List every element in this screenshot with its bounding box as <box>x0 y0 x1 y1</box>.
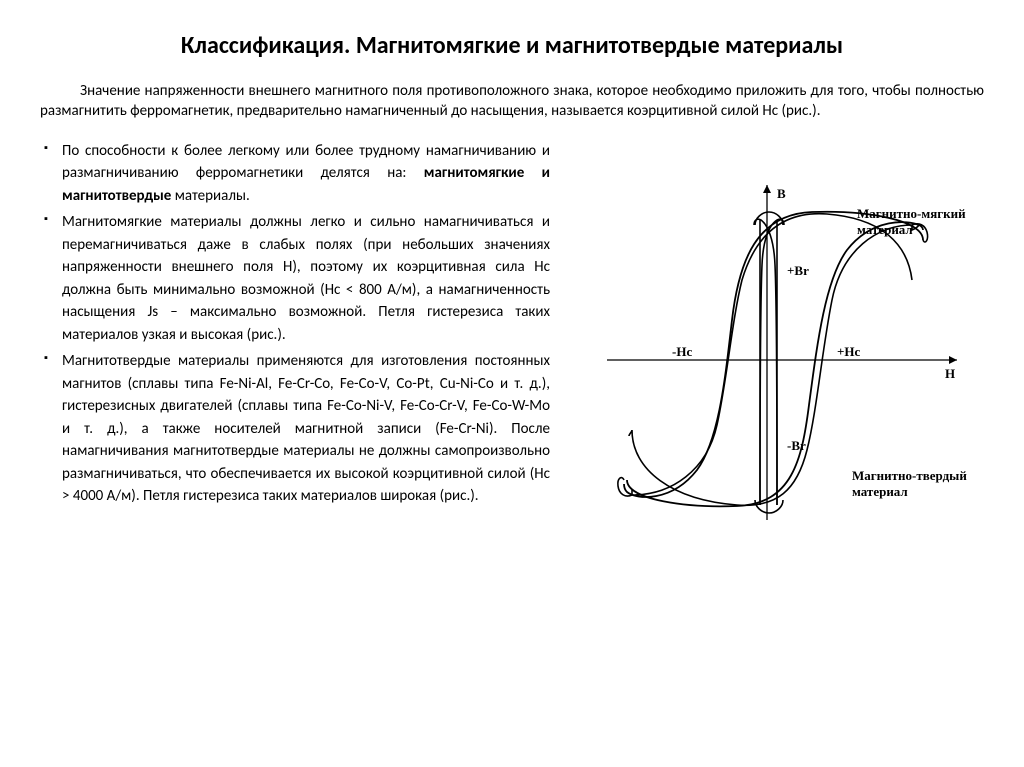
label-soft-2: материал <box>857 222 913 237</box>
bullet-item-3: Магнитотвердые материалы применяются для… <box>40 350 550 508</box>
bullet-1-post: материалы. <box>171 187 249 205</box>
label-soft-1: Магнитно-мягкий <box>857 206 966 221</box>
bullet-list: По способности к более легкому или более… <box>40 140 550 508</box>
content-row: По способности к более легкому или более… <box>40 140 984 530</box>
text-column: По способности к более легкому или более… <box>40 140 550 530</box>
axis-b-label: В <box>777 186 786 201</box>
label-plus-br: +Br <box>787 263 809 278</box>
bullet-item-2: Магнитомягкие материалы должны легко и с… <box>40 211 550 346</box>
label-plus-hc: +Hc <box>837 344 861 359</box>
intro-paragraph: Значение напряженности внешнего магнитно… <box>40 81 984 122</box>
axis-h-label: Н <box>945 366 955 381</box>
page-title: Классификация. Магнитомягкие и магнитотв… <box>40 30 984 61</box>
diagram-column: В Н +Br +Hc -Hc -Br Магнитно-мягки <box>570 140 984 530</box>
label-minus-br: -Br <box>787 438 806 453</box>
label-hard-2: материал <box>852 484 908 499</box>
label-hard-1: Магнитно-твердый <box>852 468 967 483</box>
label-minus-hc: -Hc <box>672 344 692 359</box>
hysteresis-diagram: В Н +Br +Hc -Hc -Br Магнитно-мягки <box>577 170 977 530</box>
bullet-item-1: По способности к более легкому или более… <box>40 140 550 208</box>
